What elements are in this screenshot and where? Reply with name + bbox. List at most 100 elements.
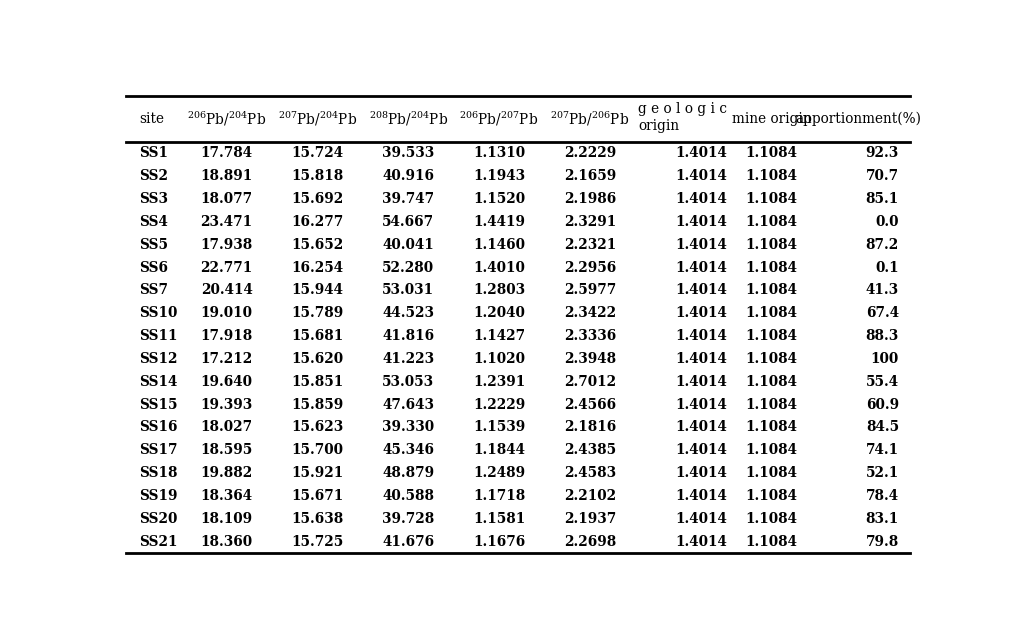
Text: 19.882: 19.882 bbox=[200, 466, 253, 480]
Text: 2.2102: 2.2102 bbox=[564, 489, 616, 503]
Text: SS18: SS18 bbox=[139, 466, 177, 480]
Text: 2.4385: 2.4385 bbox=[564, 443, 616, 457]
Text: 41.676: 41.676 bbox=[382, 535, 435, 549]
Text: 15.859: 15.859 bbox=[291, 397, 344, 412]
Text: 15.700: 15.700 bbox=[291, 443, 344, 457]
Text: 1.1084: 1.1084 bbox=[745, 169, 798, 183]
Text: 1.2803: 1.2803 bbox=[473, 283, 525, 297]
Text: 70.7: 70.7 bbox=[865, 169, 899, 183]
Text: 67.4: 67.4 bbox=[865, 306, 899, 320]
Text: 1.4014: 1.4014 bbox=[675, 306, 727, 320]
Text: 1.1084: 1.1084 bbox=[745, 535, 798, 549]
Text: 15.681: 15.681 bbox=[291, 329, 344, 343]
Text: 40.588: 40.588 bbox=[382, 489, 435, 503]
Text: 1.1460: 1.1460 bbox=[473, 238, 525, 252]
Text: 15.818: 15.818 bbox=[291, 169, 344, 183]
Text: 1.1084: 1.1084 bbox=[745, 260, 798, 274]
Text: 1.1943: 1.1943 bbox=[473, 169, 525, 183]
Text: 39.533: 39.533 bbox=[382, 146, 435, 160]
Text: 17.918: 17.918 bbox=[200, 329, 253, 343]
Text: 1.1084: 1.1084 bbox=[745, 512, 798, 526]
Text: 1.1084: 1.1084 bbox=[745, 146, 798, 160]
Text: 18.027: 18.027 bbox=[200, 420, 253, 434]
Text: 1.1084: 1.1084 bbox=[745, 192, 798, 206]
Text: 74.1: 74.1 bbox=[865, 443, 899, 457]
Text: 2.3336: 2.3336 bbox=[564, 329, 616, 343]
Text: 1.1084: 1.1084 bbox=[745, 283, 798, 297]
Text: 2.1986: 2.1986 bbox=[564, 192, 616, 206]
Text: 100: 100 bbox=[870, 352, 899, 366]
Text: SS1: SS1 bbox=[139, 146, 168, 160]
Text: 1.1084: 1.1084 bbox=[745, 466, 798, 480]
Text: 2.2956: 2.2956 bbox=[564, 260, 616, 274]
Text: SS10: SS10 bbox=[139, 306, 177, 320]
Text: 2.2698: 2.2698 bbox=[564, 535, 616, 549]
Text: 1.4014: 1.4014 bbox=[675, 192, 727, 206]
Text: 1.1844: 1.1844 bbox=[473, 443, 525, 457]
Text: 60.9: 60.9 bbox=[865, 397, 899, 412]
Text: 2.7012: 2.7012 bbox=[564, 375, 616, 389]
Text: 1.4014: 1.4014 bbox=[675, 215, 727, 229]
Text: SS16: SS16 bbox=[139, 420, 177, 434]
Text: 85.1: 85.1 bbox=[865, 192, 899, 206]
Text: 1.1084: 1.1084 bbox=[745, 306, 798, 320]
Text: 48.879: 48.879 bbox=[382, 466, 435, 480]
Text: 18.595: 18.595 bbox=[200, 443, 253, 457]
Text: 16.277: 16.277 bbox=[291, 215, 344, 229]
Text: 1.4014: 1.4014 bbox=[675, 397, 727, 412]
Text: $\mathregular{^{207}}$Pb/$\mathregular{^{206}}$Pb: $\mathregular{^{207}}$Pb/$\mathregular{^… bbox=[550, 110, 630, 128]
Text: 15.692: 15.692 bbox=[291, 192, 344, 206]
Text: SS20: SS20 bbox=[139, 512, 177, 526]
Text: SS4: SS4 bbox=[139, 215, 168, 229]
Text: 78.4: 78.4 bbox=[865, 489, 899, 503]
Text: 1.4014: 1.4014 bbox=[675, 489, 727, 503]
Text: 0.0: 0.0 bbox=[876, 215, 899, 229]
Text: 1.2489: 1.2489 bbox=[473, 466, 525, 480]
Text: SS17: SS17 bbox=[139, 443, 177, 457]
Text: SS15: SS15 bbox=[139, 397, 177, 412]
Text: 15.724: 15.724 bbox=[291, 146, 344, 160]
Text: apportionment(%): apportionment(%) bbox=[796, 112, 921, 126]
Text: SS2: SS2 bbox=[139, 169, 168, 183]
Text: 16.254: 16.254 bbox=[291, 260, 344, 274]
Text: 15.638: 15.638 bbox=[291, 512, 344, 526]
Text: 15.944: 15.944 bbox=[291, 283, 344, 297]
Text: 15.671: 15.671 bbox=[291, 489, 344, 503]
Text: SS21: SS21 bbox=[139, 535, 177, 549]
Text: 1.1084: 1.1084 bbox=[745, 375, 798, 389]
Text: 1.2040: 1.2040 bbox=[473, 306, 525, 320]
Text: 1.1084: 1.1084 bbox=[745, 238, 798, 252]
Text: 0.1: 0.1 bbox=[876, 260, 899, 274]
Text: 15.921: 15.921 bbox=[291, 466, 344, 480]
Text: 18.364: 18.364 bbox=[200, 489, 253, 503]
Text: 2.2321: 2.2321 bbox=[564, 238, 616, 252]
Text: 1.4014: 1.4014 bbox=[675, 512, 727, 526]
Text: SS3: SS3 bbox=[139, 192, 168, 206]
Text: 1.4014: 1.4014 bbox=[675, 283, 727, 297]
Text: 40.041: 40.041 bbox=[382, 238, 434, 252]
Text: 39.330: 39.330 bbox=[382, 420, 435, 434]
Text: 15.789: 15.789 bbox=[291, 306, 344, 320]
Text: 55.4: 55.4 bbox=[865, 375, 899, 389]
Text: 18.077: 18.077 bbox=[200, 192, 253, 206]
Text: 1.1539: 1.1539 bbox=[473, 420, 525, 434]
Text: 84.5: 84.5 bbox=[865, 420, 899, 434]
Text: 17.938: 17.938 bbox=[200, 238, 253, 252]
Text: 39.728: 39.728 bbox=[382, 512, 435, 526]
Text: 18.109: 18.109 bbox=[200, 512, 253, 526]
Text: 1.4014: 1.4014 bbox=[675, 329, 727, 343]
Text: 1.4014: 1.4014 bbox=[675, 146, 727, 160]
Text: 1.1084: 1.1084 bbox=[745, 329, 798, 343]
Text: 1.4010: 1.4010 bbox=[473, 260, 525, 274]
Text: 15.725: 15.725 bbox=[291, 535, 344, 549]
Text: 79.8: 79.8 bbox=[865, 535, 899, 549]
Text: 1.4014: 1.4014 bbox=[675, 169, 727, 183]
Text: 17.212: 17.212 bbox=[200, 352, 253, 366]
Text: 19.640: 19.640 bbox=[200, 375, 253, 389]
Text: 41.3: 41.3 bbox=[865, 283, 899, 297]
Text: 1.4014: 1.4014 bbox=[675, 352, 727, 366]
Text: 2.2229: 2.2229 bbox=[564, 146, 616, 160]
Text: 1.2229: 1.2229 bbox=[473, 397, 525, 412]
Text: 1.1718: 1.1718 bbox=[473, 489, 525, 503]
Text: SS14: SS14 bbox=[139, 375, 177, 389]
